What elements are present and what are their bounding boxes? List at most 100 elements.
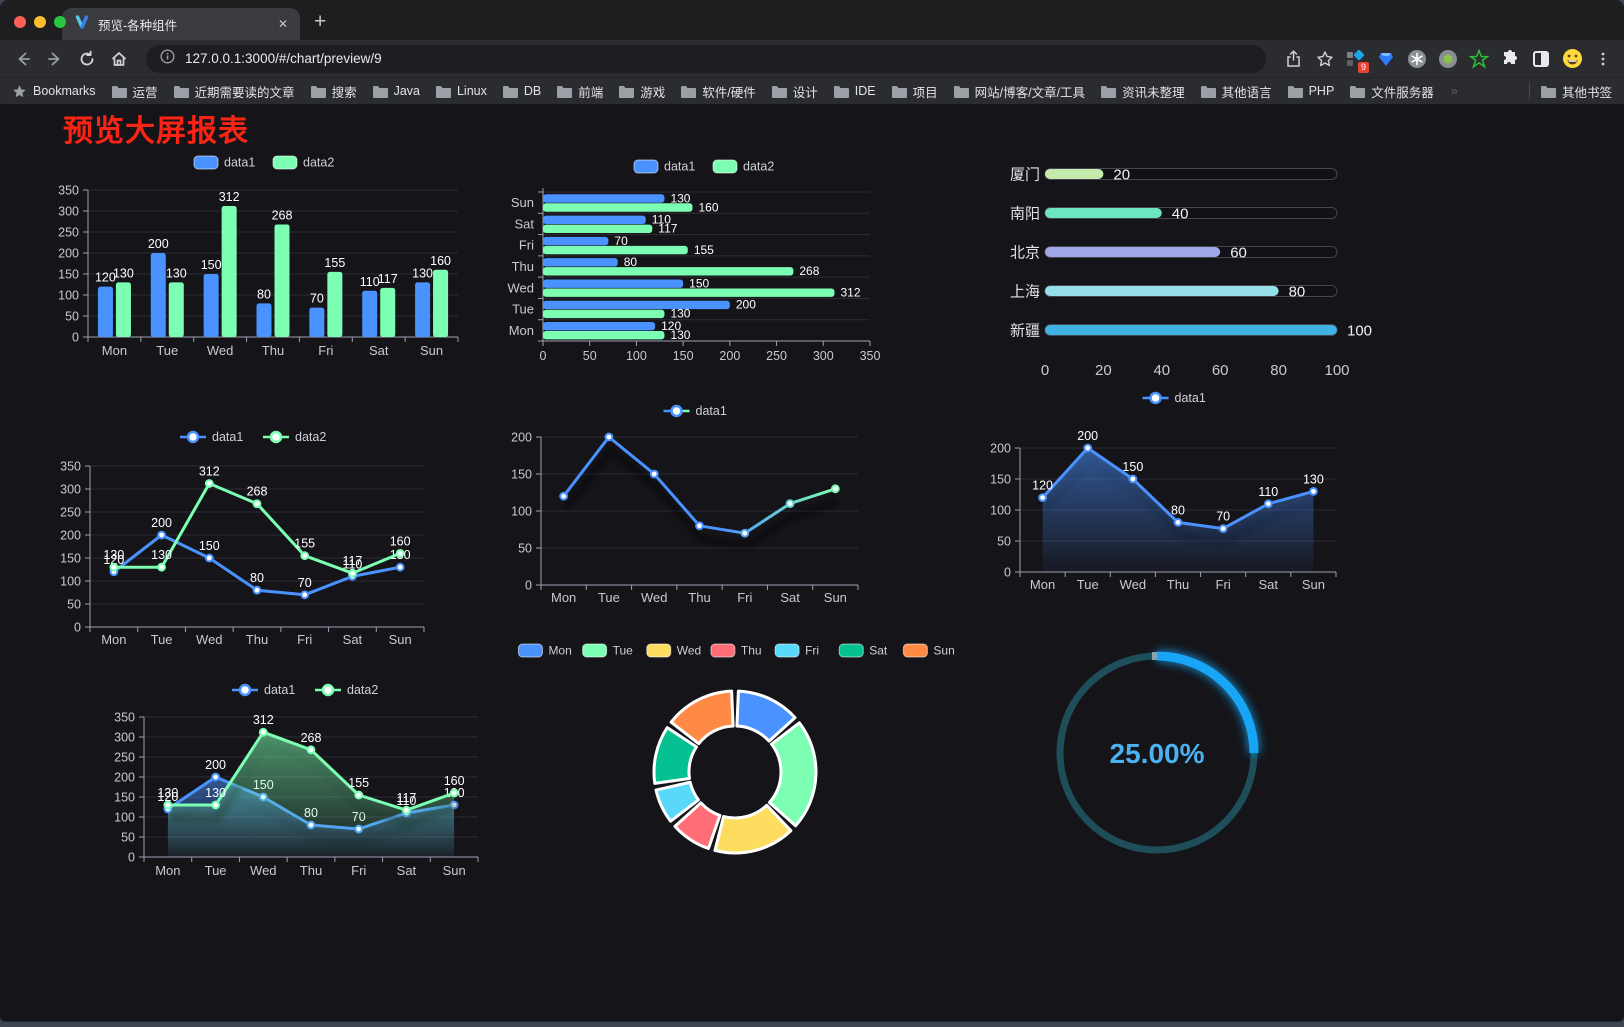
svg-text:50: 50 [67, 598, 81, 612]
svg-text:Sun: Sun [389, 632, 412, 647]
extension-split-rect-icon[interactable] [1530, 48, 1552, 70]
svg-text:Thu: Thu [1167, 577, 1189, 592]
svg-text:Mon: Mon [551, 590, 576, 605]
svg-text:100: 100 [990, 504, 1011, 518]
svg-text:Sun: Sun [511, 195, 534, 210]
bookmark-folder[interactable]: 项目 [891, 82, 938, 101]
svg-text:268: 268 [272, 208, 293, 222]
svg-text:80: 80 [257, 287, 271, 301]
svg-text:130: 130 [670, 191, 690, 205]
bookmark-folder[interactable]: 网站/博客/文章/工具 [953, 82, 1085, 101]
forward-button[interactable] [42, 46, 68, 72]
capsule-bar-chart[interactable]: 厦门 20 南阳 40 北京 60 上海 80 新疆 100 0 20 40 60 80 100 [985, 154, 1385, 399]
bookmarks-overflow-chevron[interactable]: » [1450, 84, 1458, 98]
bar-chart-horizontal[interactable]: data1 data2 0 50 100 150 200 250 300 350 Sun 130 160… [498, 150, 896, 376]
zoom-window-button[interactable] [54, 16, 66, 28]
close-window-button[interactable] [14, 16, 26, 28]
svg-text:268: 268 [301, 731, 322, 745]
svg-text:117: 117 [378, 272, 398, 286]
share-button[interactable] [1280, 46, 1306, 72]
gradient-line-chart[interactable]: data1 0 50 100 150 200 Mon Tue Wed Thu Fri Sat Sun [496, 396, 898, 618]
svg-text:Fri: Fri [297, 632, 312, 647]
svg-text:0: 0 [525, 579, 532, 593]
bar-chart-vertical[interactable]: data1 data2 0 50 100 150 200 250 300 350 Mon Tue Wed… [40, 146, 470, 376]
other-bookmarks-folder[interactable]: 其他书签 [1540, 82, 1612, 101]
url-text[interactable]: 127.0.0.1:3000/#/chart/preview/9 [185, 51, 382, 66]
bookmark-folder-label: PHP [1308, 84, 1335, 98]
bookmark-folder[interactable]: 其他语言 [1200, 82, 1272, 101]
area-line-chart[interactable]: data1 0 50 100 150 200 Mon Tue Wed Thu Fri Sat Sun 12… [975, 382, 1377, 604]
browser-menu-icon[interactable] [1592, 48, 1614, 70]
bookmark-folder[interactable]: 资讯未整理 [1100, 82, 1185, 101]
bookmark-folder-label: 项目 [912, 85, 938, 100]
browser-tab[interactable]: 预览-各种组件 ✕ [62, 8, 300, 40]
svg-text:200: 200 [114, 771, 135, 785]
svg-text:25.00%: 25.00% [1110, 738, 1205, 769]
home-button[interactable] [106, 46, 132, 72]
svg-text:Sun: Sun [1302, 577, 1325, 592]
svg-text:0: 0 [1004, 566, 1011, 580]
extension-gem-icon[interactable] [1375, 48, 1397, 70]
svg-text:250: 250 [58, 226, 79, 240]
bookmark-folder[interactable]: IDE [833, 84, 876, 98]
svg-text:Mon: Mon [101, 632, 126, 647]
bookmark-folder-label: 软件/硬件 [702, 85, 756, 100]
extension-emoji-icon[interactable] [1561, 48, 1583, 70]
minimize-window-button[interactable] [34, 16, 46, 28]
svg-text:Fri: Fri [351, 863, 366, 878]
folder-icon [1287, 85, 1303, 98]
tab-close-icon[interactable]: ✕ [277, 17, 288, 31]
svg-text:0: 0 [540, 349, 547, 363]
bookmark-folder[interactable]: 前端 [556, 82, 603, 101]
two-series-area-line-chart[interactable]: data1 data2 0 50 100 150 200 250 300 350 Mon Tue Wed… [98, 672, 516, 912]
svg-text:200: 200 [205, 758, 226, 772]
svg-text:160: 160 [444, 774, 465, 788]
bookmark-folder[interactable]: 软件/硬件 [680, 82, 756, 101]
bookmark-star-button[interactable] [1312, 46, 1338, 72]
extension-grid-icon[interactable]: 9 [1344, 48, 1369, 73]
bookmark-folder[interactable]: DB [502, 84, 541, 98]
bookmark-folder[interactable]: Java [372, 84, 420, 98]
svg-text:155: 155 [294, 537, 315, 551]
gauge-chart[interactable]: 25.00% [1044, 640, 1270, 866]
svg-text:200: 200 [151, 516, 172, 530]
bookmark-folder[interactable]: 文件服务器 [1349, 82, 1434, 101]
svg-text:Wed: Wed [207, 343, 234, 358]
bookmark-folder[interactable]: 搜索 [310, 82, 357, 101]
extension-green-dot-icon[interactable] [1437, 48, 1459, 70]
tab-strip: 预览-各种组件 ✕ + [0, 0, 1624, 40]
svg-text:Fri: Fri [737, 590, 752, 605]
address-bar[interactable]: 127.0.0.1:3000/#/chart/preview/9 [146, 44, 1266, 73]
svg-text:200: 200 [719, 349, 740, 363]
bookmarks-manager[interactable]: Bookmarks [12, 84, 96, 99]
svg-text:80: 80 [624, 255, 638, 269]
site-info-icon[interactable] [160, 48, 175, 69]
svg-text:130: 130 [157, 786, 178, 800]
extension-snowflake-icon[interactable] [1406, 48, 1428, 70]
folder-icon [771, 85, 787, 98]
bookmark-folder-label: Java [393, 84, 420, 98]
extension-star-icon[interactable] [1468, 48, 1490, 70]
bookmark-folder[interactable]: 运营 [111, 82, 158, 101]
donut-chart[interactable]: Mon Tue Wed Thu Fri Sat Sun [517, 630, 955, 875]
new-tab-button[interactable]: + [314, 10, 327, 33]
bookmark-folder[interactable]: 游戏 [618, 82, 665, 101]
reload-button[interactable] [74, 46, 100, 72]
bookmark-folder[interactable]: PHP [1287, 84, 1335, 98]
bookmark-folder[interactable]: 设计 [771, 82, 818, 101]
svg-text:130: 130 [205, 786, 226, 800]
svg-text:20: 20 [1095, 362, 1112, 379]
bookmark-folder[interactable]: Linux [435, 84, 487, 98]
line-chart-two-series[interactable]: data1 data2 0 50 100 150 200 250 300 350 Mon Tue Wed… [46, 422, 464, 662]
svg-text:130: 130 [103, 548, 124, 562]
svg-text:70: 70 [298, 576, 312, 590]
back-button[interactable] [10, 46, 36, 72]
bookmark-folder[interactable]: 近期需要读的文章 [173, 82, 295, 101]
page-title: 预览大屏报表 [63, 115, 249, 148]
tab-title: 预览-各种组件 [98, 18, 178, 33]
svg-text:Tue: Tue [156, 343, 178, 358]
folder-icon [310, 85, 326, 98]
extensions-puzzle-icon[interactable] [1499, 48, 1521, 70]
svg-text:120: 120 [157, 790, 178, 804]
svg-text:Thu: Thu [688, 590, 710, 605]
